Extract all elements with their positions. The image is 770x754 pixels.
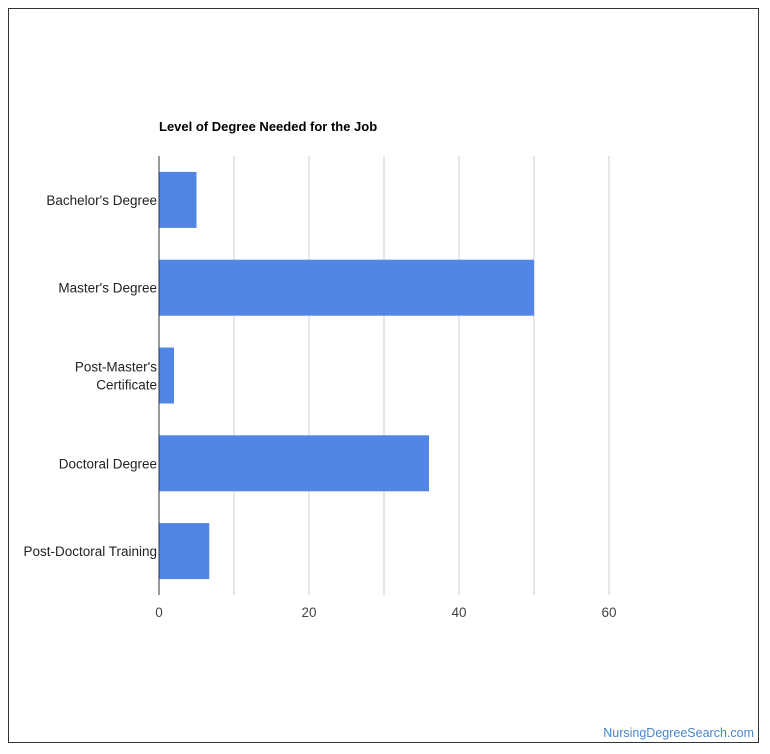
bar[interactable] bbox=[159, 171, 197, 228]
category-label-line: Post-Doctoral Training bbox=[23, 544, 157, 559]
category-label-line: Post-Master's bbox=[75, 360, 157, 375]
site-credit-link[interactable]: NursingDegreeSearch.com bbox=[603, 726, 754, 740]
category-label: Post-Doctoral Training bbox=[23, 544, 157, 559]
bar[interactable] bbox=[159, 347, 174, 404]
category-label: Bachelor's Degree bbox=[46, 193, 157, 208]
category-label: Master's Degree bbox=[58, 281, 157, 296]
bars bbox=[159, 171, 534, 580]
bar[interactable] bbox=[159, 259, 534, 316]
bar[interactable] bbox=[159, 523, 210, 580]
x-tick-label: 20 bbox=[301, 605, 316, 620]
x-tick-label: 40 bbox=[451, 605, 466, 620]
grid-lines bbox=[233, 156, 610, 595]
bar[interactable] bbox=[159, 435, 429, 492]
chart-title: Level of Degree Needed for the Job bbox=[159, 119, 377, 134]
category-label: Doctoral Degree bbox=[59, 456, 157, 471]
x-tick-labels: 0 20 40 60 bbox=[155, 605, 616, 620]
x-tick-label: 0 bbox=[155, 605, 163, 620]
category-label-line: Bachelor's Degree bbox=[46, 193, 157, 208]
category-label-line: Master's Degree bbox=[58, 281, 157, 296]
category-labels: Bachelor's Degree Master's Degree Post-Mas… bbox=[23, 193, 157, 559]
x-tick-label: 60 bbox=[601, 605, 616, 620]
category-label-line: Doctoral Degree bbox=[59, 456, 157, 471]
category-label-line: Certificate bbox=[96, 378, 157, 393]
category-label: Post-Master's Certificate bbox=[75, 360, 157, 393]
